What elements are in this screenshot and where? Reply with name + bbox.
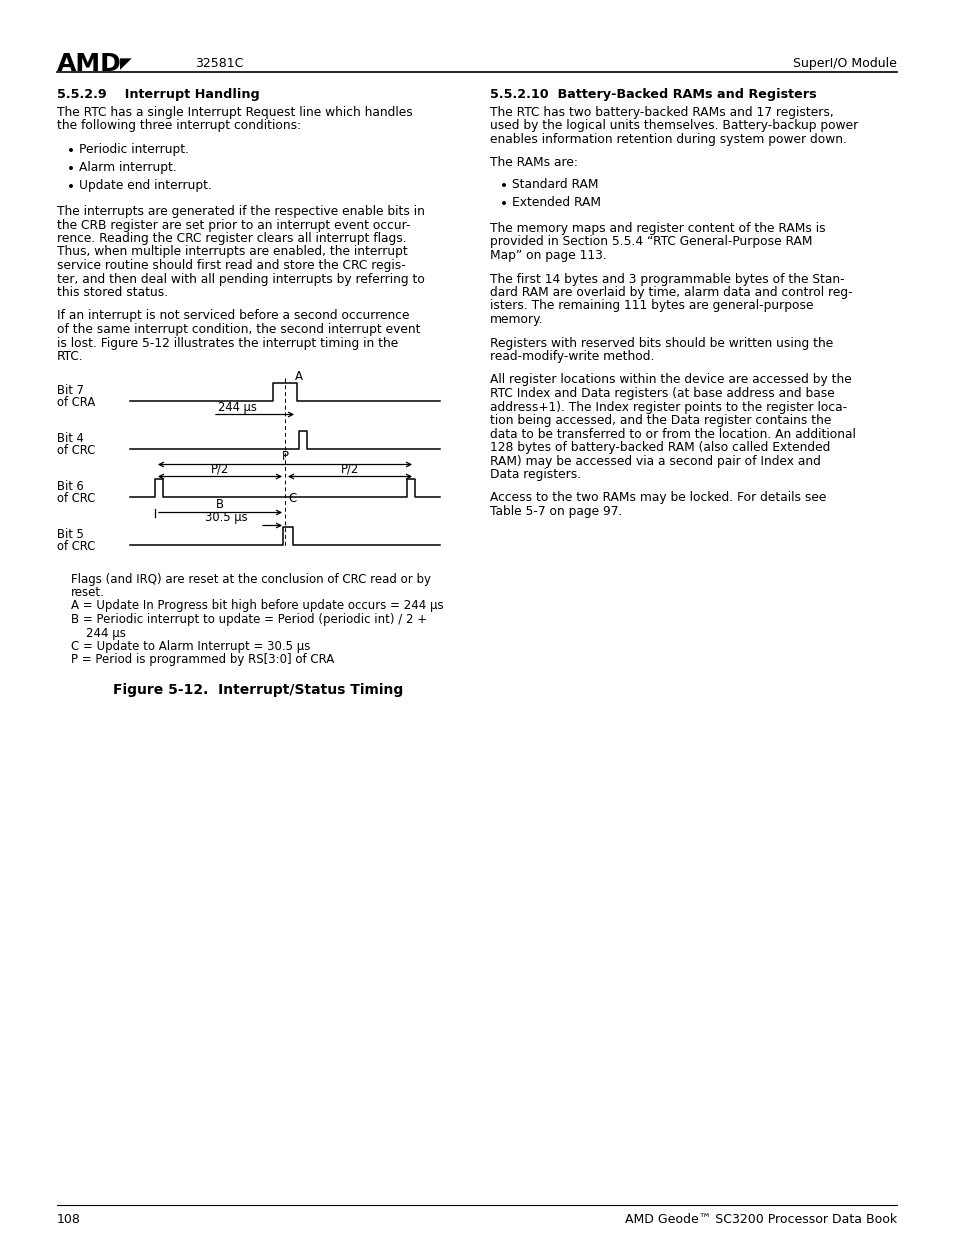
Text: The RTC has two battery-backed RAMs and 17 registers,: The RTC has two battery-backed RAMs and …: [490, 106, 833, 119]
Text: 108: 108: [57, 1213, 81, 1226]
Text: 244 μs: 244 μs: [218, 400, 256, 414]
Text: B = Periodic interrupt to update = Period (periodic int) / 2 +: B = Periodic interrupt to update = Perio…: [71, 613, 427, 626]
Text: All register locations within the device are accessed by the: All register locations within the device…: [490, 373, 851, 387]
Text: The interrupts are generated if the respective enable bits in: The interrupts are generated if the resp…: [57, 205, 424, 219]
Text: ter, and then deal with all pending interrupts by referring to: ter, and then deal with all pending inte…: [57, 273, 424, 285]
Text: SuperI/O Module: SuperI/O Module: [792, 57, 896, 70]
Text: data to be transferred to or from the location. An additional: data to be transferred to or from the lo…: [490, 427, 855, 441]
Text: 5.5.2.9    Interrupt Handling: 5.5.2.9 Interrupt Handling: [57, 88, 259, 101]
Text: of the same interrupt condition, the second interrupt event: of the same interrupt condition, the sec…: [57, 324, 420, 336]
Text: Bit 6: Bit 6: [57, 480, 84, 494]
Text: •: •: [499, 179, 507, 193]
Text: •: •: [67, 144, 75, 158]
Text: is lost. Figure 5-12 illustrates the interrupt timing in the: is lost. Figure 5-12 illustrates the int…: [57, 336, 397, 350]
Text: ◤: ◤: [120, 56, 132, 70]
Text: used by the logical units themselves. Battery-backup power: used by the logical units themselves. Ba…: [490, 120, 858, 132]
Text: Registers with reserved bits should be written using the: Registers with reserved bits should be w…: [490, 336, 832, 350]
Text: P/2: P/2: [340, 462, 358, 475]
Text: AMD Geode™ SC3200 Processor Data Book: AMD Geode™ SC3200 Processor Data Book: [624, 1213, 896, 1226]
Text: this stored status.: this stored status.: [57, 287, 168, 299]
Text: RTC.: RTC.: [57, 350, 84, 363]
Text: •: •: [67, 180, 75, 194]
Text: Extended RAM: Extended RAM: [512, 196, 600, 209]
Text: P/2: P/2: [211, 462, 229, 475]
Text: rence. Reading the CRC register clears all interrupt flags.: rence. Reading the CRC register clears a…: [57, 232, 406, 245]
Text: AMD: AMD: [57, 52, 122, 77]
Text: Figure 5-12.  Interrupt/Status Timing: Figure 5-12. Interrupt/Status Timing: [113, 683, 403, 697]
Text: RTC Index and Data registers (at base address and base: RTC Index and Data registers (at base ad…: [490, 387, 834, 400]
Text: 128 bytes of battery-backed RAM (also called Extended: 128 bytes of battery-backed RAM (also ca…: [490, 441, 829, 454]
Text: RAM) may be accessed via a second pair of Index and: RAM) may be accessed via a second pair o…: [490, 454, 820, 468]
Text: Access to the two RAMs may be locked. For details see: Access to the two RAMs may be locked. Fo…: [490, 492, 825, 505]
Text: Periodic interrupt.: Periodic interrupt.: [79, 143, 189, 156]
Text: Flags (and IRQ) are reset at the conclusion of CRC read or by: Flags (and IRQ) are reset at the conclus…: [71, 573, 431, 585]
Text: C = Update to Alarm Interrupt = 30.5 μs: C = Update to Alarm Interrupt = 30.5 μs: [71, 640, 310, 653]
Text: Standard RAM: Standard RAM: [512, 178, 598, 191]
Text: The first 14 bytes and 3 programmable bytes of the Stan-: The first 14 bytes and 3 programmable by…: [490, 273, 843, 285]
Text: B: B: [215, 499, 224, 511]
Text: enables information retention during system power down.: enables information retention during sys…: [490, 133, 846, 146]
Text: of CRC: of CRC: [57, 445, 95, 457]
Text: address+1). The Index register points to the register loca-: address+1). The Index register points to…: [490, 400, 846, 414]
Text: 30.5 μs: 30.5 μs: [205, 511, 248, 525]
Text: service routine should first read and store the CRC regis-: service routine should first read and st…: [57, 259, 405, 272]
Text: isters. The remaining 111 bytes are general-purpose: isters. The remaining 111 bytes are gene…: [490, 300, 813, 312]
Text: P = Period is programmed by RS[3:0] of CRA: P = Period is programmed by RS[3:0] of C…: [71, 653, 334, 667]
Text: Thus, when multiple interrupts are enabled, the interrupt: Thus, when multiple interrupts are enabl…: [57, 246, 407, 258]
Text: memory.: memory.: [490, 312, 543, 326]
Text: The memory maps and register content of the RAMs is: The memory maps and register content of …: [490, 222, 824, 235]
Text: Table 5-7 on page 97.: Table 5-7 on page 97.: [490, 505, 621, 517]
Text: Alarm interrupt.: Alarm interrupt.: [79, 161, 176, 174]
Text: Bit 7: Bit 7: [57, 384, 84, 398]
Text: C: C: [288, 493, 296, 505]
Text: reset.: reset.: [71, 585, 105, 599]
Text: of CRC: of CRC: [57, 493, 95, 505]
Text: A = Update In Progress bit high before update occurs = 244 μs: A = Update In Progress bit high before u…: [71, 599, 443, 613]
Text: of CRA: of CRA: [57, 396, 95, 410]
Text: If an interrupt is not serviced before a second occurrence: If an interrupt is not serviced before a…: [57, 310, 409, 322]
Text: The RTC has a single Interrupt Request line which handles: The RTC has a single Interrupt Request l…: [57, 106, 413, 119]
Text: •: •: [499, 198, 507, 211]
Text: provided in Section 5.5.4 “RTC General-Purpose RAM: provided in Section 5.5.4 “RTC General-P…: [490, 236, 812, 248]
Text: The RAMs are:: The RAMs are:: [490, 157, 578, 169]
Text: •: •: [67, 162, 75, 177]
Text: A: A: [294, 370, 303, 384]
Text: Data registers.: Data registers.: [490, 468, 580, 480]
Text: Update end interrupt.: Update end interrupt.: [79, 179, 212, 191]
Text: P: P: [281, 451, 288, 463]
Text: Bit 4: Bit 4: [57, 432, 84, 446]
Text: Map” on page 113.: Map” on page 113.: [490, 249, 606, 262]
Text: the CRB register are set prior to an interrupt event occur-: the CRB register are set prior to an int…: [57, 219, 410, 231]
Text: Bit 5: Bit 5: [57, 529, 84, 541]
Text: of CRC: of CRC: [57, 541, 95, 553]
Text: tion being accessed, and the Data register contains the: tion being accessed, and the Data regist…: [490, 414, 830, 427]
Text: read-modify-write method.: read-modify-write method.: [490, 350, 654, 363]
Text: the following three interrupt conditions:: the following three interrupt conditions…: [57, 120, 301, 132]
Text: dard RAM are overlaid by time, alarm data and control reg-: dard RAM are overlaid by time, alarm dat…: [490, 287, 852, 299]
Text: 32581C: 32581C: [194, 57, 243, 70]
Text: 244 μs: 244 μs: [71, 626, 126, 640]
Text: 5.5.2.10  Battery-Backed RAMs and Registers: 5.5.2.10 Battery-Backed RAMs and Registe…: [490, 88, 816, 101]
